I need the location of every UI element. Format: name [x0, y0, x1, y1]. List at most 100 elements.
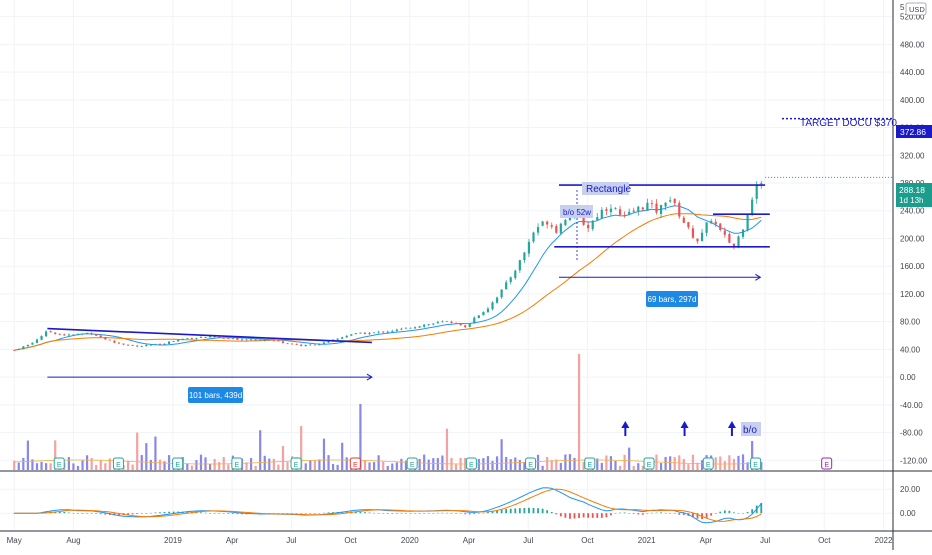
osc-histogram-bar [291, 513, 293, 514]
osc-histogram-bar [145, 513, 148, 514]
annotation-breakout-52w[interactable]: b/o 52w [560, 205, 593, 218]
volume-bar [628, 447, 631, 470]
annotation-rectangle[interactable]: Rectangle [582, 182, 631, 195]
osc-macd-line [14, 487, 762, 524]
currency-badge[interactable]: 5 USD [900, 2, 927, 16]
osc-histogram-bar [550, 511, 553, 514]
candle-body [204, 337, 207, 339]
candle-body [459, 323, 462, 326]
osc-histogram-bar [359, 511, 362, 514]
earnings-icon-letter: E [753, 462, 758, 469]
candle-body [186, 338, 189, 339]
osc-histogram-bar [737, 513, 740, 514]
candle-body [290, 343, 294, 345]
candle-body [605, 209, 608, 211]
candle-body [368, 332, 371, 334]
volume-bar [454, 464, 458, 470]
candle-body [600, 209, 603, 219]
osc-histogram-bar [436, 512, 439, 514]
osc-histogram-bar [623, 512, 626, 514]
volume-bar [327, 455, 330, 470]
osc-histogram-bar [236, 513, 239, 515]
osc-histogram-bar [227, 513, 230, 514]
breakout-label: b/o [743, 425, 757, 436]
earnings-icon-letter: E [235, 462, 240, 469]
osc-histogram-bar [99, 513, 102, 515]
volume-bar [546, 456, 549, 470]
earnings-icon [750, 457, 762, 470]
osc-histogram-bar [300, 513, 303, 514]
osc-histogram-bar [373, 512, 375, 514]
volume-bar [395, 462, 398, 470]
volume-bar [35, 463, 39, 470]
trendline-resistance-2018-2019 [47, 327, 372, 344]
volume-bar [131, 464, 134, 470]
volume-bar [154, 436, 157, 470]
volume-bar [213, 458, 216, 470]
range-label-2[interactable]: 69 bars, 297d [646, 291, 698, 307]
volume-bar [218, 461, 221, 470]
annotation-breakout[interactable]: b/o [741, 422, 761, 436]
range-label-1[interactable]: 101 bars, 439d [188, 387, 243, 403]
volume-bar [363, 460, 367, 470]
osc-histogram-bar [131, 513, 134, 515]
annotation-target[interactable]: TARGET DOCU $370 [800, 118, 897, 129]
candle-body [710, 221, 713, 224]
candle-body [218, 336, 221, 338]
candle-body [259, 340, 262, 342]
candle-body [450, 321, 453, 323]
osc-histogram-bar [500, 509, 503, 514]
earnings-icon-letter: E [294, 462, 299, 469]
volume-bar [568, 454, 572, 470]
trend-drawings[interactable] [47, 117, 893, 436]
candle-body [509, 277, 512, 283]
last-price-value: 288.18 [899, 185, 925, 195]
range-arrow-head [755, 273, 762, 281]
osc-histogram-bar [386, 513, 389, 514]
osc-histogram-bar [241, 513, 243, 515]
candle-body [322, 342, 326, 344]
candle-body [181, 338, 184, 340]
candle-body [113, 340, 116, 343]
volume-bar [760, 462, 763, 470]
candle-body [249, 339, 253, 341]
candle-body [136, 345, 139, 347]
osc-histogram-bar [537, 508, 539, 514]
grid-lines [0, 0, 893, 530]
time-tick-label: Jul [286, 536, 296, 545]
candle-body [468, 323, 471, 327]
candle-body [327, 341, 330, 343]
osc-histogram-bar [459, 513, 462, 514]
osc-histogram-bar [564, 513, 567, 518]
earnings-icon-letter: E [587, 462, 592, 469]
candle-body [691, 228, 695, 238]
candle-body [382, 331, 385, 333]
candle-body [81, 333, 84, 335]
osc-histogram-bar [491, 510, 494, 514]
osc-histogram-bar [368, 512, 371, 514]
candle-body [167, 341, 171, 344]
osc-histogram-bar [532, 507, 535, 514]
volume-bar [254, 465, 257, 470]
earnings-icon-letter: E [528, 462, 533, 469]
moving-averages [14, 205, 762, 351]
volume-bar [54, 440, 57, 470]
volume-bar [49, 463, 52, 470]
candle-body [741, 229, 745, 237]
candle-body [418, 326, 421, 328]
osc-histogram-bar [760, 502, 763, 514]
osc-histogram-bar [159, 512, 161, 514]
volume-bar [268, 458, 271, 470]
osc-histogram-bar [327, 512, 330, 514]
candle-body [719, 223, 722, 231]
volume-bar [208, 464, 212, 470]
candle-body [85, 332, 89, 334]
osc-histogram-bar [664, 512, 667, 514]
candle-body [650, 203, 654, 204]
osc-histogram-bar [204, 512, 207, 514]
osc-histogram-bar [473, 513, 476, 515]
candle-body [527, 241, 531, 254]
osc-histogram-bar [432, 513, 435, 514]
